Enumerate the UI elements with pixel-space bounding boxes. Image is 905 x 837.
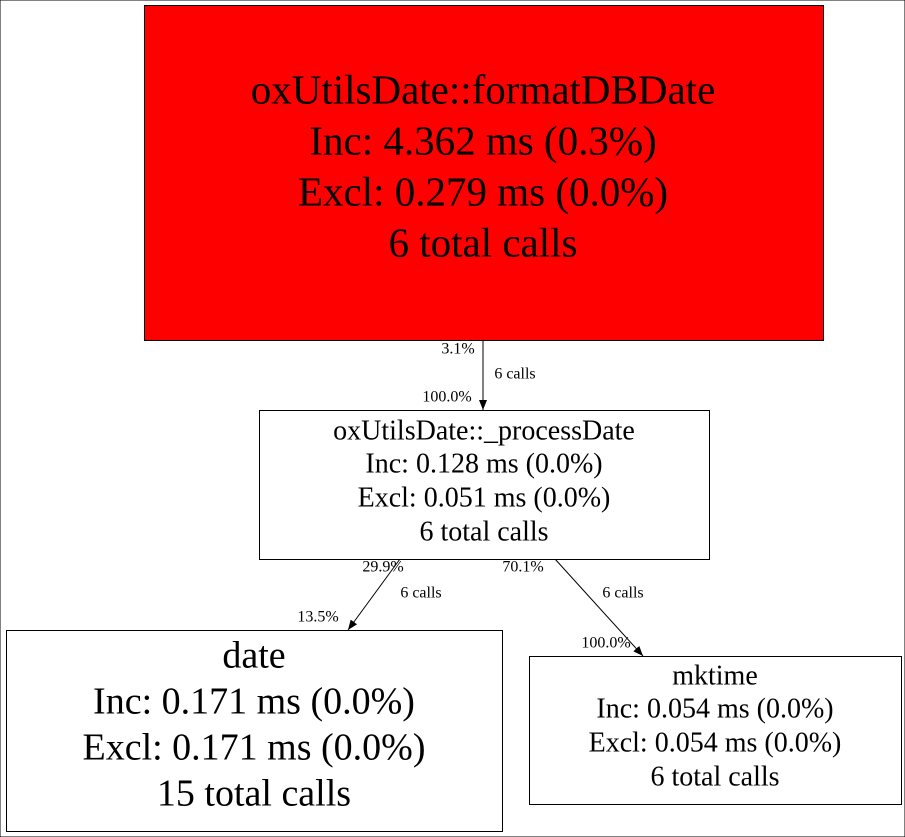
node-title: oxUtilsDate::_processDate (333, 415, 635, 446)
node-box (529, 656, 902, 805)
node-line: 6 total calls (650, 761, 779, 792)
edge-head-label: 100.0% (581, 635, 630, 652)
node: date Inc: 0.171 ms (0.0%) Excl: 0.171 ms… (6, 630, 503, 832)
edge (347, 558, 401, 631)
node-line: 6 total calls (388, 219, 577, 265)
node-line: Excl: 0.051 ms (0.0%) (358, 482, 611, 513)
node-title: oxUtilsDate::formatDBDate (251, 66, 716, 112)
node-box (144, 5, 824, 341)
node-line: Inc: 0.128 ms (0.0%) (365, 448, 602, 479)
edge (554, 558, 644, 657)
node-line: 6 total calls (419, 516, 548, 547)
edge-label: 6 calls (602, 585, 643, 602)
node: oxUtilsDate::_processDate Inc: 0.128 ms … (259, 410, 710, 560)
node-line: Inc: 4.362 ms (0.3%) (309, 117, 656, 163)
edge-label: 6 calls (494, 366, 535, 383)
node-line: Inc: 0.054 ms (0.0%) (596, 693, 833, 724)
node-line: Excl: 0.279 ms (0.0%) (298, 168, 668, 214)
node-box (259, 410, 710, 560)
node-line: Excl: 0.054 ms (0.0%) (589, 727, 842, 758)
node-line: 15 total calls (157, 773, 351, 815)
node: oxUtilsDate::formatDBDate Inc: 4.362 ms … (144, 5, 824, 341)
edge-tail-label: 70.1% (502, 559, 543, 576)
node-title: mktime (672, 660, 758, 691)
node-line: Inc: 0.171 ms (0.0%) (93, 681, 415, 723)
node-box (6, 630, 503, 832)
node: mktime Inc: 0.054 ms (0.0%) Excl: 0.054 … (529, 656, 902, 805)
edge-tail-label: 3.1% (441, 341, 474, 358)
edge-head-label: 13.5% (297, 609, 338, 626)
node-title: date (222, 635, 285, 677)
node-line: Excl: 0.171 ms (0.0%) (82, 727, 425, 769)
edge-tail-label: 29.9% (362, 559, 403, 576)
edge-head-label: 100.0% (422, 389, 471, 406)
edge-label: 6 calls (400, 585, 441, 602)
